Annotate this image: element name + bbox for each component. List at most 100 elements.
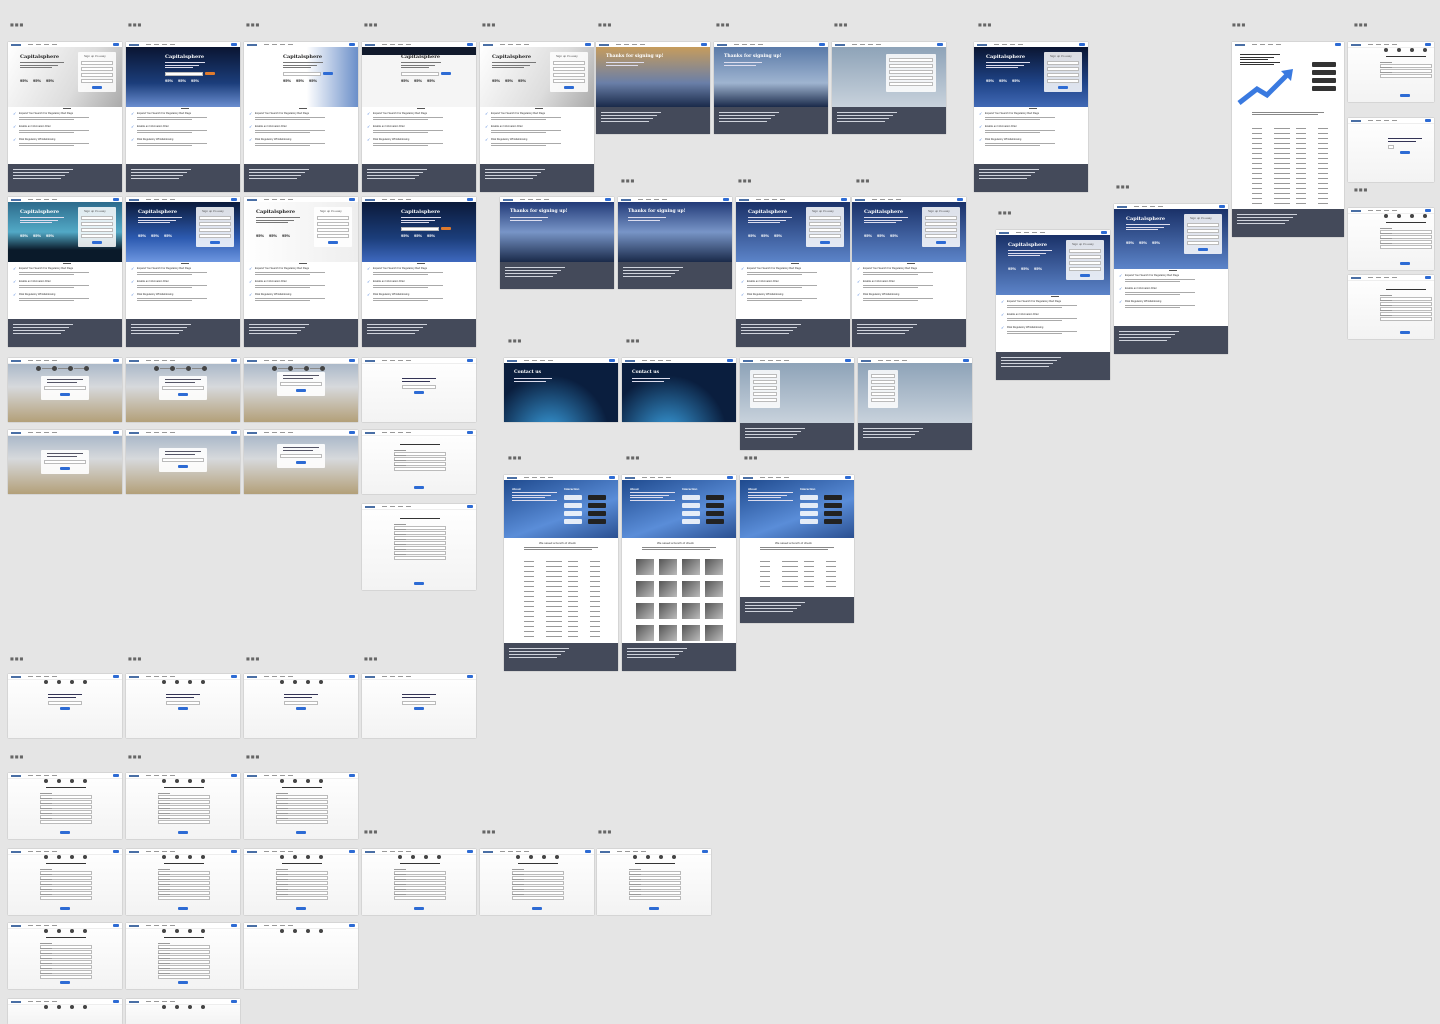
form-field[interactable] xyxy=(1069,255,1101,259)
artboard-gradient[interactable] xyxy=(244,430,358,494)
logo-icon[interactable] xyxy=(129,359,139,362)
nav-link[interactable] xyxy=(170,360,175,361)
nav-link[interactable] xyxy=(382,44,387,45)
artboard-thanks[interactable]: Thanks for signing up! xyxy=(500,197,614,289)
nav-link[interactable] xyxy=(390,199,395,200)
form-field[interactable] xyxy=(512,871,564,875)
nav-cta-button[interactable] xyxy=(937,43,943,46)
nav-link[interactable] xyxy=(524,477,529,478)
nav-link[interactable] xyxy=(28,44,33,45)
nav-link[interactable] xyxy=(146,44,151,45)
nav-link[interactable] xyxy=(760,360,765,361)
form-field[interactable] xyxy=(1187,241,1219,245)
nav-link[interactable] xyxy=(398,506,403,507)
nav-link[interactable] xyxy=(280,432,285,433)
form-field[interactable] xyxy=(40,871,92,875)
nav-link[interactable] xyxy=(776,360,781,361)
form-field[interactable] xyxy=(276,810,328,814)
nav-link[interactable] xyxy=(780,199,785,200)
form-field[interactable] xyxy=(1047,79,1079,83)
nav-link[interactable] xyxy=(162,676,167,677)
nav-cta-button[interactable] xyxy=(467,359,473,362)
form-field[interactable] xyxy=(276,876,328,880)
nav-link[interactable] xyxy=(896,199,901,200)
nav-link[interactable] xyxy=(768,360,773,361)
logo-icon[interactable] xyxy=(247,924,257,927)
nav-cta-button[interactable] xyxy=(349,431,355,434)
nav-link[interactable] xyxy=(288,925,293,926)
artboard-plain[interactable] xyxy=(8,674,122,738)
nav-link[interactable] xyxy=(162,775,167,776)
nav-link[interactable] xyxy=(280,925,285,926)
nav-link[interactable] xyxy=(1018,44,1023,45)
form-field[interactable] xyxy=(394,541,446,545)
nav-cta-button[interactable] xyxy=(113,774,119,777)
nav-cta-button[interactable] xyxy=(231,924,237,927)
logo-icon[interactable] xyxy=(247,675,257,678)
nav-link[interactable] xyxy=(646,199,651,200)
form-field[interactable] xyxy=(394,891,446,895)
form-field[interactable] xyxy=(809,228,841,232)
nav-link[interactable] xyxy=(272,44,277,45)
image-thumb[interactable] xyxy=(659,603,677,619)
form-field[interactable] xyxy=(394,546,446,550)
form-field[interactable] xyxy=(158,795,210,799)
form-field[interactable] xyxy=(40,876,92,880)
nav-link[interactable] xyxy=(264,360,269,361)
form-field[interactable] xyxy=(81,79,113,83)
nav-link[interactable] xyxy=(398,432,403,433)
nav-link[interactable] xyxy=(382,506,387,507)
nav-cta-button[interactable] xyxy=(701,43,707,46)
form-field[interactable] xyxy=(158,886,210,890)
artboard-landing[interactable]: Capitalsphere 95% 95% 95% ✓ Expand Your Searc… xyxy=(362,197,476,347)
nav-link[interactable] xyxy=(272,199,277,200)
nav-cta-button[interactable] xyxy=(231,198,237,201)
nav-link[interactable] xyxy=(154,1001,159,1002)
form-field[interactable] xyxy=(871,392,895,396)
nav-cta-button[interactable] xyxy=(231,774,237,777)
form-field[interactable] xyxy=(394,452,446,456)
form-field[interactable] xyxy=(553,73,585,77)
form-field[interactable] xyxy=(512,886,564,890)
logo-icon[interactable] xyxy=(129,198,139,201)
form-field[interactable] xyxy=(753,386,777,390)
artboard-landing[interactable]: Capitalsphere 95% 95% 95% Sign up it's easy ✓… xyxy=(1114,204,1228,354)
nav-link[interactable] xyxy=(654,199,659,200)
form-field[interactable] xyxy=(394,536,446,540)
form-field[interactable] xyxy=(889,82,933,86)
nav-link[interactable] xyxy=(390,44,395,45)
logo-icon[interactable] xyxy=(600,850,610,853)
nav-link[interactable] xyxy=(641,851,646,852)
form-field[interactable] xyxy=(81,67,113,71)
artboard-plain[interactable] xyxy=(1348,208,1434,270)
nav-link[interactable] xyxy=(280,360,285,361)
nav-link[interactable] xyxy=(170,676,175,677)
nav-link[interactable] xyxy=(540,360,545,361)
form-field[interactable] xyxy=(1380,69,1432,73)
nav-link[interactable] xyxy=(642,360,647,361)
form-field[interactable] xyxy=(40,955,92,959)
form-field[interactable] xyxy=(40,881,92,885)
nav-link[interactable] xyxy=(272,925,277,926)
nav-link[interactable] xyxy=(44,925,49,926)
image-thumb[interactable] xyxy=(636,581,654,597)
logo-icon[interactable] xyxy=(999,231,1009,234)
nav-link[interactable] xyxy=(1032,232,1037,233)
nav-link[interactable] xyxy=(146,360,151,361)
nav-link[interactable] xyxy=(532,477,537,478)
form-field[interactable] xyxy=(925,228,957,232)
form-field[interactable] xyxy=(40,945,92,949)
form-field[interactable] xyxy=(1047,61,1079,65)
nav-link[interactable] xyxy=(1276,44,1281,45)
nav-link[interactable] xyxy=(36,925,41,926)
form-field[interactable] xyxy=(629,871,681,875)
logo-icon[interactable] xyxy=(247,431,257,434)
nav-link[interactable] xyxy=(1384,44,1389,45)
nav-link[interactable] xyxy=(52,44,57,45)
nav-link[interactable] xyxy=(28,199,33,200)
nav-link[interactable] xyxy=(162,925,167,926)
form-field[interactable] xyxy=(1380,235,1432,239)
artboard-plain[interactable] xyxy=(362,674,476,738)
nav-link[interactable] xyxy=(758,44,763,45)
image-thumb[interactable] xyxy=(705,559,723,575)
